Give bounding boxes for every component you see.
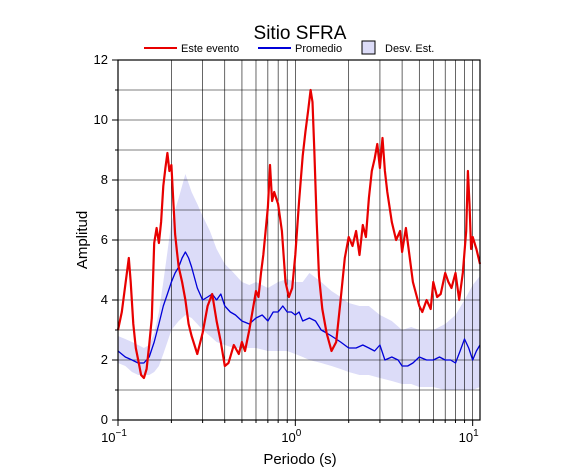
y-tick-label: 6 bbox=[101, 232, 108, 247]
legend-box-band bbox=[361, 40, 376, 55]
y-axis-label: Amplitud bbox=[74, 211, 91, 269]
y-tick-label: 0 bbox=[101, 412, 108, 427]
chart-title: Sitio SFRA bbox=[254, 23, 347, 44]
y-tick-label: 12 bbox=[94, 52, 108, 67]
plot-area: 0 2 4 6 8 10 12 10−1 100 101 bbox=[94, 52, 482, 445]
y-tick-label: 10 bbox=[94, 112, 108, 127]
legend-label-band: Desv. Est. bbox=[385, 43, 434, 55]
legend-label-event: Este evento bbox=[181, 43, 239, 55]
y-tick-label: 8 bbox=[101, 172, 108, 187]
x-tick-label: 101 bbox=[459, 428, 479, 445]
legend-label-mean: Promedio bbox=[295, 43, 342, 55]
y-tick-label: 2 bbox=[101, 352, 108, 367]
x-tick-label: 10−1 bbox=[101, 428, 127, 445]
y-tick-label: 4 bbox=[101, 292, 108, 307]
x-tick-label: 100 bbox=[281, 428, 301, 445]
series-line-event bbox=[116, 88, 482, 380]
x-axis-label: Periodo (s) bbox=[263, 451, 336, 468]
std-band bbox=[118, 174, 480, 390]
series-line-mean bbox=[117, 251, 481, 367]
legend: Este evento Promedio Desv. Est. bbox=[144, 40, 434, 55]
